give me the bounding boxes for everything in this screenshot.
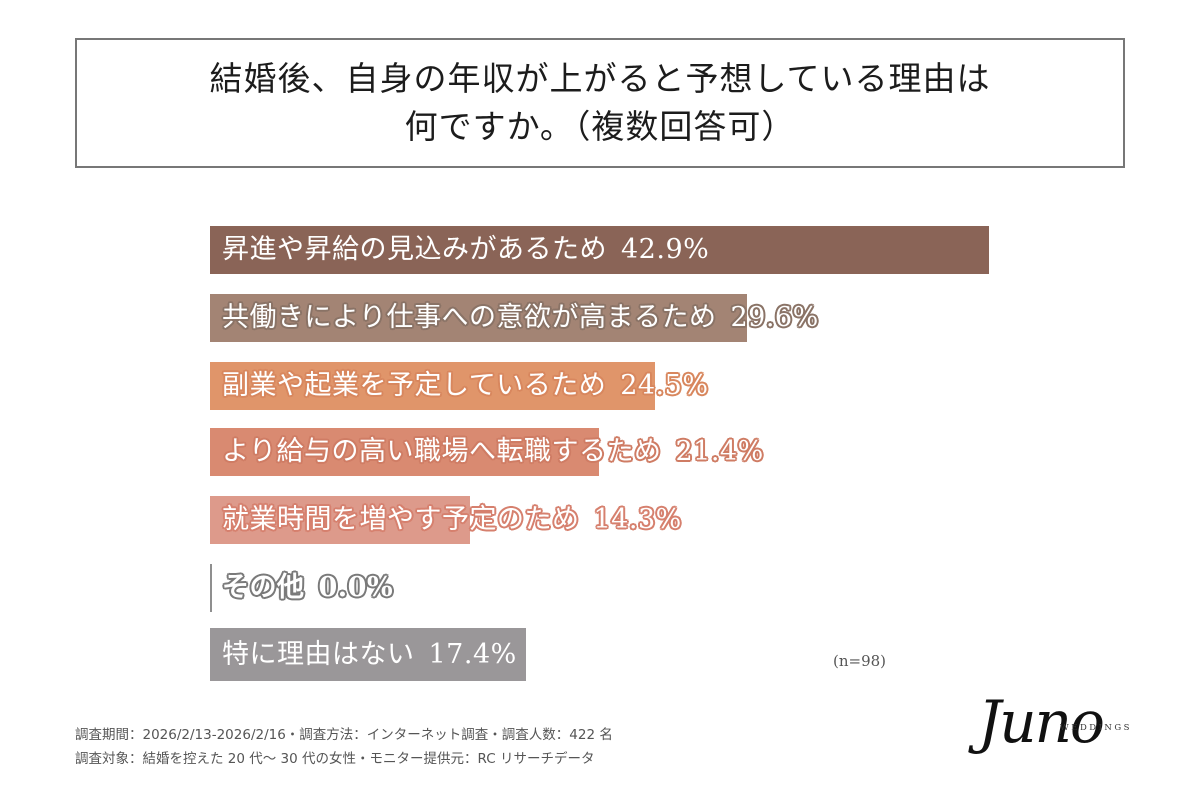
chart-title-box: 結婚後、自身の年収が上がると予想している理由は 何ですか。（複数回答可） (75, 38, 1125, 168)
bar-label: 副業や起業を予定しているため 24.5% (222, 362, 708, 410)
bar (210, 294, 747, 342)
bar-value: 14.3% (593, 504, 682, 535)
bar-row: より給与の高い職場へ転職するため 21.4% (210, 428, 1110, 476)
bar-label: 就業時間を増やす予定のため 14.3% (222, 496, 682, 544)
bar (210, 362, 655, 410)
bar-value: 42.9% (621, 234, 710, 265)
bar (210, 226, 989, 274)
survey-target-line: 調査対象：結婚を控えた 20 代～ 30 代の女性・モニター提供元：RC リサー… (75, 751, 595, 767)
sample-size-note: (n=98) (833, 652, 887, 670)
bar-label: その他 0.0% (222, 564, 393, 612)
bar-row: その他 0.0% (210, 564, 1110, 612)
bar-row: 特に理由はない 17.4% (210, 628, 1110, 681)
survey-period-line: 調査期間：2026/2/13-2026/2/16・調査方法：インターネット調査・… (75, 727, 613, 743)
bar-label-text: より給与の高い職場へ転職するため (222, 436, 662, 467)
bar-label-text: 昇進や昇給の見込みがあるため (222, 234, 607, 265)
bar-label: 昇進や昇給の見込みがあるため 42.9% (222, 226, 709, 274)
bar-value: 21.4% (675, 436, 764, 467)
bar-value: 0.0% (318, 572, 394, 603)
bar-label-text: 就業時間を増やす予定のため (222, 504, 580, 535)
bar-row: 副業や起業を予定しているため 24.5% (210, 362, 1110, 410)
chart-title-line-2: 何ですか。（複数回答可） (404, 107, 796, 146)
bar (210, 496, 470, 544)
bar (210, 428, 599, 476)
bar (210, 628, 526, 681)
juno-weddings-logo: Juno WEDDINGS (978, 688, 1129, 773)
bar-label: 共働きにより仕事への意欲が高まるため 29.6% (222, 294, 819, 342)
bar-label-text: 共働きにより仕事への意欲が高まるため (222, 302, 717, 333)
bar-label: 特に理由はない 17.4% (222, 628, 517, 681)
bar-value: 17.4% (428, 639, 517, 670)
bar-label-text: 副業や起業を予定しているため (222, 370, 607, 401)
logo-script: Juno (978, 688, 1105, 756)
bar-label-text: その他 (222, 572, 305, 603)
chart-title-line-1: 結婚後、自身の年収が上がると予想している理由は (209, 59, 991, 98)
bar-row: 共働きにより仕事への意欲が高まるため 29.6% (210, 294, 1110, 342)
bar-label-text: 特に理由はない (222, 639, 415, 670)
bar-value: 29.6% (730, 302, 819, 333)
logo-subtitle: WEDDINGS (1060, 723, 1132, 733)
bar (210, 564, 212, 612)
bar-value: 24.5% (620, 370, 709, 401)
bar-label: より給与の高い職場へ転職するため 21.4% (222, 428, 764, 476)
bar-row: 昇進や昇給の見込みがあるため 42.9% (210, 226, 1110, 274)
horizontal-bar-chart: 昇進や昇給の見込みがあるため 42.9% 共働きにより仕事への意欲が高まるため 2… (210, 226, 1110, 686)
bar-row: 就業時間を増やす予定のため 14.3% (210, 496, 1110, 544)
survey-footer: 調査期間：2026/2/13-2026/2/16・調査方法：インターネット調査・… (75, 723, 613, 771)
